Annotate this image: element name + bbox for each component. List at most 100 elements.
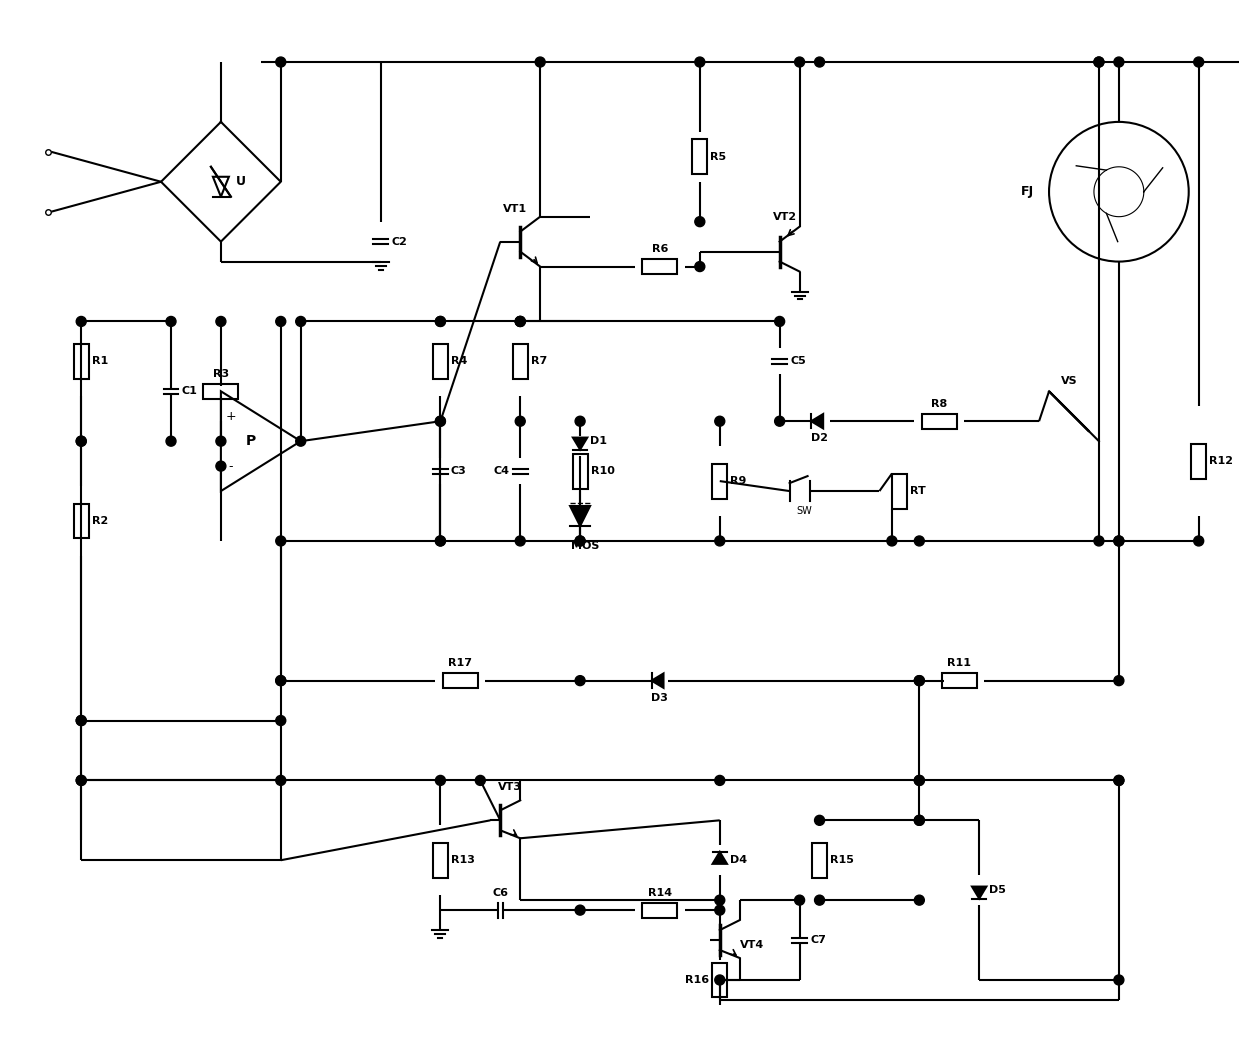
Text: C5: C5 — [790, 356, 806, 367]
Circle shape — [275, 775, 285, 786]
Circle shape — [775, 317, 785, 326]
Text: R15: R15 — [830, 855, 854, 865]
Circle shape — [714, 905, 724, 915]
Circle shape — [516, 317, 526, 326]
Circle shape — [275, 675, 285, 686]
Circle shape — [815, 57, 825, 67]
Text: MOS: MOS — [570, 541, 599, 551]
Circle shape — [575, 905, 585, 915]
Circle shape — [275, 675, 285, 686]
Circle shape — [714, 416, 724, 426]
Polygon shape — [972, 887, 986, 898]
Circle shape — [435, 536, 445, 546]
Circle shape — [914, 675, 924, 686]
Bar — [812, 843, 827, 877]
Polygon shape — [651, 673, 663, 688]
Circle shape — [914, 815, 924, 825]
Bar — [73, 503, 89, 539]
Text: C7: C7 — [810, 935, 826, 945]
Circle shape — [775, 416, 785, 426]
Text: R11: R11 — [947, 659, 971, 668]
Circle shape — [914, 815, 924, 825]
Text: D3: D3 — [651, 693, 668, 702]
Text: D5: D5 — [990, 885, 1006, 895]
Bar — [712, 963, 727, 997]
Circle shape — [887, 536, 897, 546]
Circle shape — [1094, 536, 1104, 546]
Circle shape — [216, 437, 226, 446]
Bar — [692, 140, 707, 174]
Circle shape — [694, 217, 704, 227]
Text: VT2: VT2 — [773, 212, 796, 222]
Circle shape — [1114, 775, 1123, 786]
Circle shape — [714, 895, 724, 905]
Text: D4: D4 — [730, 855, 746, 865]
Circle shape — [914, 895, 924, 905]
Circle shape — [1114, 675, 1123, 686]
Circle shape — [1094, 57, 1104, 67]
Text: C1: C1 — [181, 387, 197, 396]
Circle shape — [1194, 536, 1204, 546]
Bar — [941, 673, 977, 688]
Circle shape — [815, 815, 825, 825]
Circle shape — [475, 775, 485, 786]
Text: C6: C6 — [492, 888, 508, 897]
Bar — [203, 383, 238, 399]
Bar — [642, 902, 677, 918]
Circle shape — [694, 262, 704, 272]
Circle shape — [76, 437, 87, 446]
Text: C4: C4 — [494, 466, 510, 476]
Circle shape — [575, 536, 585, 546]
Circle shape — [1194, 57, 1204, 67]
Circle shape — [216, 317, 226, 326]
Polygon shape — [570, 506, 590, 526]
Text: R9: R9 — [730, 476, 746, 486]
Text: U: U — [236, 175, 246, 189]
Text: SW: SW — [797, 506, 812, 516]
Circle shape — [516, 317, 526, 326]
Text: +: + — [226, 410, 236, 423]
Polygon shape — [573, 438, 588, 449]
Circle shape — [914, 536, 924, 546]
Text: C3: C3 — [451, 466, 466, 476]
Bar — [642, 259, 677, 274]
Circle shape — [76, 775, 87, 786]
Circle shape — [815, 895, 825, 905]
Text: R4: R4 — [451, 356, 467, 367]
Polygon shape — [811, 414, 823, 428]
Text: R12: R12 — [1209, 456, 1233, 466]
Circle shape — [435, 317, 445, 326]
Bar — [1192, 444, 1207, 478]
Text: VT4: VT4 — [740, 940, 764, 950]
Text: FJ: FJ — [1021, 185, 1034, 198]
Circle shape — [516, 416, 526, 426]
Circle shape — [914, 675, 924, 686]
Circle shape — [76, 716, 87, 725]
Circle shape — [435, 416, 445, 426]
Bar — [573, 453, 588, 489]
Circle shape — [166, 317, 176, 326]
Circle shape — [1114, 975, 1123, 985]
Circle shape — [714, 536, 724, 546]
Circle shape — [516, 536, 526, 546]
Circle shape — [435, 416, 445, 426]
Circle shape — [76, 317, 87, 326]
Bar — [443, 673, 477, 688]
Circle shape — [795, 895, 805, 905]
Circle shape — [914, 775, 924, 786]
Circle shape — [275, 317, 285, 326]
Text: P: P — [246, 435, 255, 448]
Text: -: - — [228, 460, 233, 473]
Bar — [921, 414, 957, 428]
Circle shape — [694, 57, 704, 67]
Text: RT: RT — [910, 486, 925, 496]
Text: D2: D2 — [811, 433, 828, 444]
Bar — [433, 843, 448, 877]
Polygon shape — [713, 852, 727, 864]
Text: R1: R1 — [92, 356, 108, 367]
Text: VT1: VT1 — [503, 203, 527, 214]
Circle shape — [795, 57, 805, 67]
Text: VT3: VT3 — [498, 783, 522, 792]
Text: R13: R13 — [451, 855, 475, 865]
Text: C2: C2 — [391, 237, 407, 247]
